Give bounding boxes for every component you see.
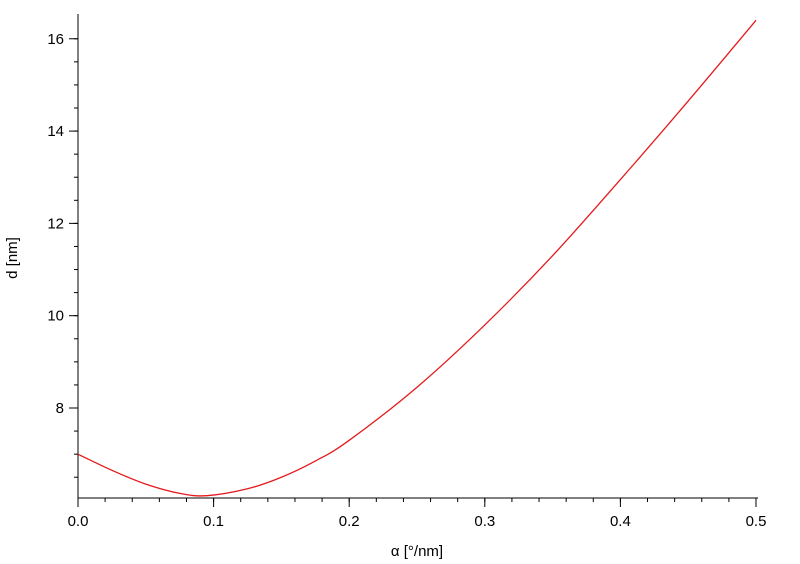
y-tick-label: 12 — [47, 215, 64, 232]
y-ticks: 8 10 12 14 16 — [47, 31, 78, 478]
x-tick-label: 0.3 — [474, 513, 495, 530]
y-tick-label: 10 — [47, 308, 64, 325]
x-tick-label: 0.2 — [339, 513, 360, 530]
series-layer — [77, 19, 757, 497]
x-ticks: 0.0 0.1 0.2 0.3 0.4 0.5 — [68, 498, 767, 530]
x-axis-title: α [°/nm] — [391, 543, 443, 560]
x-tick-label: 0.0 — [68, 513, 89, 530]
y-axis-title: d [nm] — [4, 237, 21, 279]
y-tick-label: 14 — [47, 123, 64, 140]
series-line-0 — [77, 19, 757, 497]
x-tick-label: 0.5 — [746, 513, 767, 530]
y-tick-label: 16 — [47, 31, 64, 48]
axes — [77, 14, 758, 499]
y-tick-label: 8 — [56, 400, 64, 417]
x-tick-label: 0.4 — [610, 513, 631, 530]
x-tick-label: 0.1 — [203, 513, 224, 530]
